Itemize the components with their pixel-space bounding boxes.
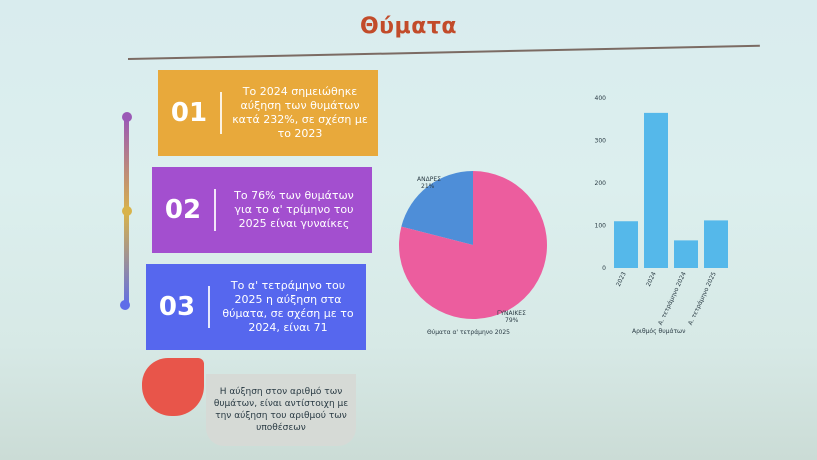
pie-pct-women: 79%: [505, 317, 519, 324]
timeline-dot-3: [120, 300, 130, 310]
x-tick-label: 2024: [645, 271, 658, 288]
timeline-dot-2: [122, 206, 132, 216]
card-01: 01 Το 2024 σημειώθηκε αύξηση των θυμάτων…: [158, 70, 378, 156]
note-text: Η αύξηση στον αριθμό των θυμάτων, είναι …: [213, 387, 349, 433]
slide-title: Θύματα: [359, 14, 457, 39]
bar-xlabel: Αριθμός θυμάτων: [632, 328, 686, 335]
note-box: Η αύξηση στον αριθμό των θυμάτων, είναι …: [206, 374, 356, 446]
y-tick-label: 200: [595, 180, 607, 187]
card-number: 01: [158, 92, 222, 134]
x-tick-label: Α. τετράμηνο 2024: [657, 271, 688, 327]
bar: [704, 220, 728, 268]
card-number: 02: [152, 189, 216, 231]
card-03: 03 Το α' τετράμηνο του 2025 η αύξηση στα…: [146, 264, 366, 350]
card-number: 03: [146, 286, 210, 328]
pie-label-men: ΑΝΔΡΕΣ: [417, 176, 441, 183]
y-tick-label: 400: [595, 95, 607, 102]
bar-marks: 2023 2024 Α. τετράμηνο 2024 Α. τετράμηνο 20…: [614, 112, 728, 327]
pie-slices: [399, 171, 547, 319]
card-02: 02 Το 76% των θυμάτων για το α' τρίμηνο …: [152, 167, 372, 253]
x-tick-label: Α. τετράμηνο 2025: [687, 271, 718, 327]
y-tick-label: 100: [595, 223, 607, 230]
pie-slice-women: [399, 171, 547, 319]
timeline-dot-1: [122, 112, 132, 122]
bar-chart: 0 100 200 300 400 2023 2024 Α. τετράμηνο 2024 Α…: [595, 95, 728, 335]
pie-chart: ΑΝΔΡΕΣ 21% ΓΥΝΑΙΚΕΣ 79% Θύματα α' τετράμ…: [399, 171, 547, 336]
bar: [644, 112, 668, 268]
bar: [614, 221, 638, 268]
note-blob: [142, 358, 204, 416]
card-text: Το α' τετράμηνο του 2025 η αύξηση στα θύ…: [222, 279, 354, 334]
pie-pct-men: 21%: [421, 183, 435, 190]
pie-label-women: ΓΥΝΑΙΚΕΣ: [497, 310, 526, 317]
card-text: Το 76% των θυμάτων για το α' τρίμηνο του…: [234, 189, 354, 230]
card-text: Το 2024 σημειώθηκε αύξηση των θυμάτων κα…: [232, 85, 368, 140]
bar-axis: 0 100 200 300 400: [595, 95, 607, 272]
y-tick-label: 0: [602, 265, 606, 272]
title-rule: [127, 44, 760, 60]
pie-caption: Θύματα α' τετράμηνο 2025: [427, 329, 510, 336]
bar: [674, 240, 698, 268]
x-tick-label: 2023: [615, 271, 628, 288]
pie-slice-men: [401, 171, 473, 245]
y-tick-label: 300: [595, 138, 607, 145]
